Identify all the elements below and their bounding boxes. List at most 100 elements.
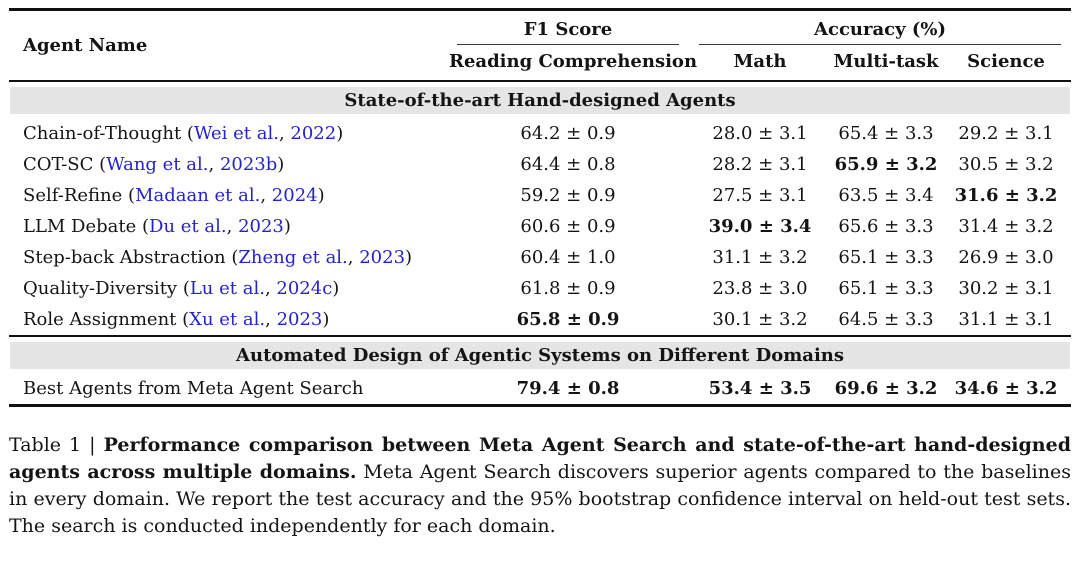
multi-task-accuracy-cell: 65.6 ± 3.3	[838, 216, 934, 237]
col-header-agent-name: Agent Name	[9, 9, 447, 82]
science-accuracy-cell: 26.9 ± 3.0	[958, 247, 1054, 268]
science-accuracy-cell: 31.4 ± 3.2	[958, 216, 1054, 237]
multi-task-accuracy-cell: 69.6 ± 3.2	[834, 378, 938, 399]
table-row: Step-back Abstraction (Zheng et al., 202…	[9, 242, 1071, 273]
citation-author-link[interactable]: Lu et al.	[189, 278, 265, 299]
math-accuracy-cell: 31.1 ± 3.2	[712, 247, 808, 268]
agent-name: Chain-of-Thought	[23, 123, 182, 144]
citation-punctuation: (	[136, 216, 150, 237]
citation-punctuation: (	[176, 309, 190, 330]
citation-author-link[interactable]: Du et al.	[149, 216, 227, 237]
citation-year-link[interactable]: 2022	[290, 123, 337, 144]
citation-punctuation: ,	[226, 216, 239, 237]
citation-punctuation: (	[122, 185, 136, 206]
multi-task-accuracy-cell: 65.1 ± 3.3	[838, 278, 934, 299]
f1-score-cell: 64.4 ± 0.8	[520, 154, 616, 175]
citation-author-link[interactable]: Zheng et al.	[238, 247, 348, 268]
citation-year-link[interactable]: 2023	[276, 309, 323, 330]
science-accuracy-cell: 30.2 ± 3.1	[958, 278, 1054, 299]
multi-task-accuracy-cell: 64.5 ± 3.3	[838, 309, 934, 330]
science-accuracy-cell: 34.6 ± 3.2	[954, 378, 1058, 399]
agent-name-cell: Chain-of-Thought (Wei et al., 2022)	[9, 118, 447, 149]
citation-author-link[interactable]: Madaan et al.	[135, 185, 261, 206]
table-row: Role Assignment (Xu et al., 2023) 65.8 ± …	[9, 304, 1071, 336]
citation-year-link[interactable]: 2023b	[219, 154, 278, 175]
citation-punctuation: (	[93, 154, 107, 175]
citation-year-link[interactable]: 2024c	[276, 278, 333, 299]
citation-author-link[interactable]: Wang et al.	[106, 154, 209, 175]
col-header-science: Science	[941, 45, 1072, 82]
citation-punctuation: (	[225, 247, 239, 268]
multi-task-accuracy-cell: 65.9 ± 3.2	[834, 154, 938, 175]
f1-score-group-label: F1 Score	[457, 11, 679, 45]
citation-punctuation: ,	[264, 278, 277, 299]
citation-punctuation: ,	[260, 185, 272, 206]
caption-label: Table 1 |	[9, 434, 104, 456]
citation-year-link[interactable]: 2023	[359, 247, 406, 268]
citation-punctuation: ,	[265, 309, 277, 330]
math-accuracy-cell: 30.1 ± 3.2	[712, 309, 808, 330]
agent-name: COT-SC	[23, 154, 94, 175]
citation-punctuation: (	[177, 278, 190, 299]
multi-task-accuracy-cell: 65.4 ± 3.3	[838, 123, 934, 144]
citation-punctuation: )	[283, 216, 291, 237]
section-header-cell: State-of-the-art Hand-designed Agents	[9, 81, 1071, 118]
citation-punctuation: ,	[278, 123, 291, 144]
f1-score-cell: 64.2 ± 0.9	[520, 123, 616, 144]
f1-score-cell: 61.8 ± 0.9	[520, 278, 616, 299]
agent-name-cell: Self-Refine (Madaan et al., 2024)	[9, 180, 447, 211]
citation-punctuation: )	[336, 123, 344, 144]
table-row: Quality-Diversity (Lu et al., 2024c) 61.8…	[9, 273, 1071, 304]
sub-header-row: Reading Comprehension Math Multi-task Sc…	[9, 45, 1072, 82]
citation-punctuation: (	[181, 123, 194, 144]
citation-author-link[interactable]: Xu et al.	[189, 309, 266, 330]
section-header-cell: Automated Design of Agentic Systems on D…	[9, 335, 1072, 373]
agent-name: LLM Debate	[23, 216, 137, 237]
table-row: Best Agents from Meta Agent Search 79.4 ±…	[9, 373, 1071, 406]
math-accuracy-cell: 28.2 ± 3.1	[712, 154, 808, 175]
col-group-f1-score: F1 Score	[447, 10, 689, 45]
citation-punctuation: )	[405, 247, 413, 268]
science-accuracy-cell: 29.2 ± 3.1	[958, 123, 1054, 144]
math-accuracy-cell: 53.4 ± 3.5	[708, 378, 812, 399]
multi-task-accuracy-cell: 65.1 ± 3.3	[838, 247, 934, 268]
citation-author-link[interactable]: Wei et al.	[193, 123, 279, 144]
table-row: LLM Debate (Du et al., 2023) 60.6 ± 0.9 39…	[9, 211, 1071, 242]
citation-punctuation: )	[277, 154, 285, 175]
citation-year-link[interactable]: 2023	[238, 216, 284, 237]
results-table: Agent Name F1 Score Accuracy (%) Reading…	[9, 8, 1072, 407]
section-title: Automated Design of Agentic Systems on D…	[10, 342, 1071, 369]
agent-name: Best Agents from Meta Agent Search	[23, 378, 364, 399]
agent-name-cell: Best Agents from Meta Agent Search	[9, 373, 447, 406]
math-accuracy-cell: 28.0 ± 3.1	[712, 123, 808, 144]
math-accuracy-cell: 27.5 ± 3.1	[712, 185, 808, 206]
caption-body-text: Meta Agent Search discovers superior age…	[9, 460, 1071, 537]
agent-name: Self-Refine	[23, 185, 123, 206]
group-header-row: Agent Name F1 Score Accuracy (%)	[9, 9, 1071, 82]
f1-score-cell: 60.6 ± 0.9	[520, 216, 616, 237]
section-header-row: Automated Design of Agentic Systems on D…	[9, 335, 1072, 373]
citation-punctuation: ,	[347, 247, 360, 268]
accuracy-group-label: Accuracy (%)	[699, 11, 1062, 45]
citation-punctuation: )	[322, 309, 330, 330]
citation-punctuation: )	[332, 278, 340, 299]
table-row: COT-SC (Wang et al., 2023b) 64.4 ± 0.8 28.…	[9, 149, 1071, 180]
citation-punctuation: ,	[208, 154, 220, 175]
agent-name: Quality-Diversity	[23, 278, 178, 299]
col-header-multi-task: Multi-task	[831, 45, 941, 82]
col-header-reading-comprehension: Reading Comprehension	[447, 45, 697, 82]
col-header-math: Math	[689, 45, 831, 82]
caption-bold-title: Performance comparison between Meta Agen…	[9, 434, 1071, 483]
agent-name: Step-back Abstraction	[23, 247, 226, 268]
math-accuracy-cell: 23.8 ± 3.0	[712, 278, 808, 299]
section-title: State-of-the-art Hand-designed Agents	[10, 87, 1071, 114]
agent-name-cell: Step-back Abstraction (Zheng et al., 202…	[9, 242, 447, 273]
citation-punctuation: )	[317, 185, 325, 206]
multi-task-accuracy-cell: 63.5 ± 3.4	[838, 185, 934, 206]
table-caption: Table 1 | Performance comparison between…	[9, 432, 1071, 540]
science-accuracy-cell: 31.6 ± 3.2	[954, 185, 1058, 206]
agent-name-cell: COT-SC (Wang et al., 2023b)	[9, 149, 447, 180]
citation-year-link[interactable]: 2024	[271, 185, 318, 206]
agent-name-cell: Role Assignment (Xu et al., 2023)	[9, 304, 447, 336]
